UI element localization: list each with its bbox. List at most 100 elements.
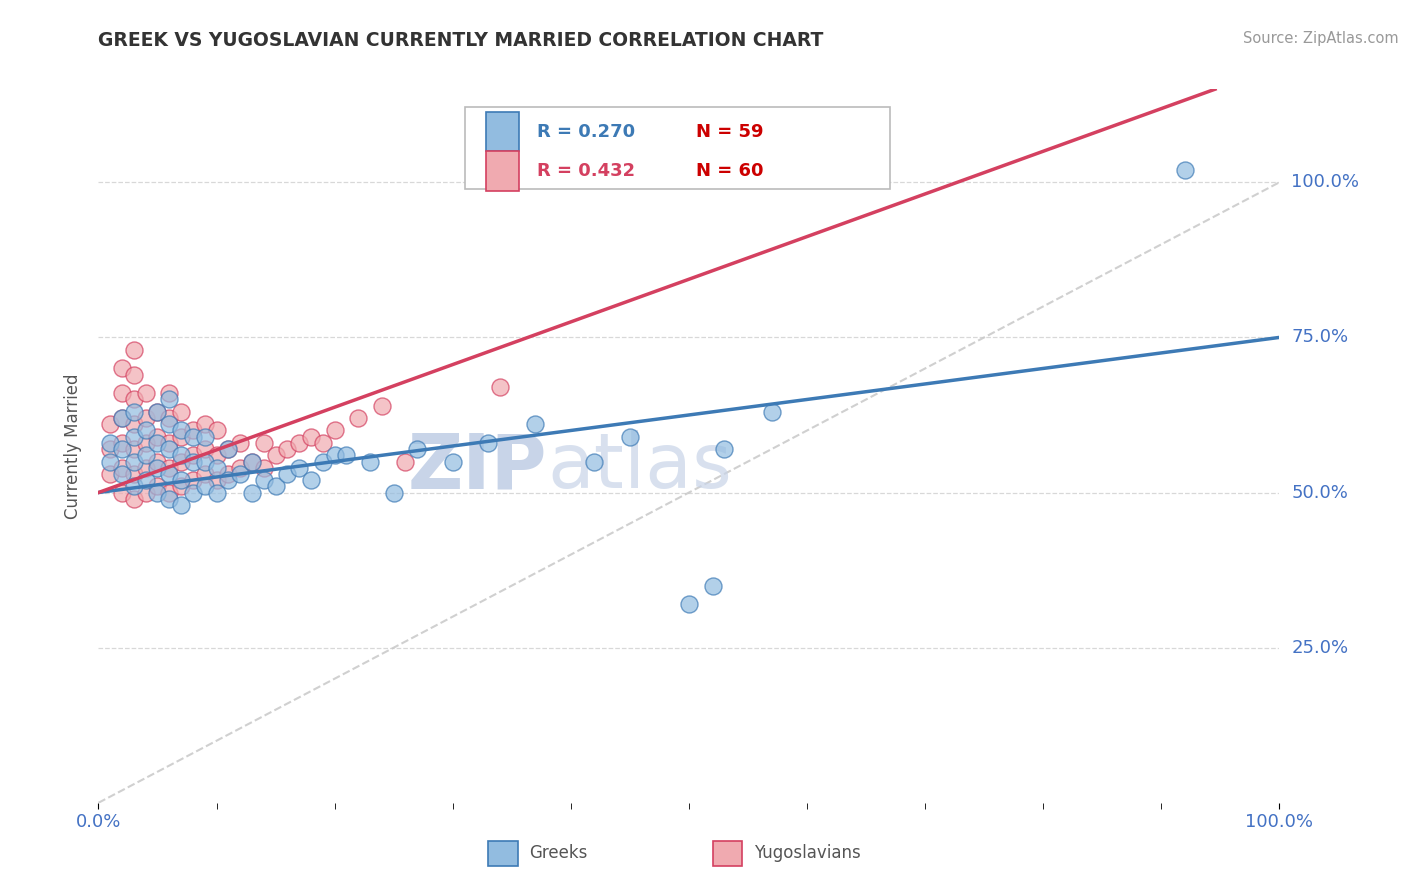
Point (146, 405, 169, 419)
Point (170, 498, 193, 512)
Point (111, 436, 134, 450)
Y-axis label: Currently Married: Currently Married (65, 373, 83, 519)
Point (146, 430, 169, 444)
Point (122, 417, 145, 432)
Point (205, 485, 228, 500)
Bar (488, 840, 517, 865)
Point (382, 485, 405, 500)
Text: N = 60: N = 60 (696, 162, 763, 180)
Bar (486, 112, 519, 152)
Point (146, 405, 169, 419)
Point (371, 399, 394, 413)
Point (170, 473, 193, 487)
Point (98, 417, 121, 432)
Point (240, 454, 263, 468)
Point (194, 454, 217, 468)
Point (111, 467, 134, 481)
Point (312, 454, 335, 468)
Point (170, 448, 193, 462)
Point (205, 448, 228, 462)
Point (157, 467, 180, 481)
Point (264, 448, 287, 462)
Point (170, 479, 193, 493)
Text: N = 59: N = 59 (696, 123, 763, 141)
Point (181, 424, 204, 438)
Point (135, 460, 157, 475)
Point (276, 442, 298, 456)
Point (122, 454, 145, 468)
Bar (713, 840, 742, 865)
Point (170, 430, 193, 444)
Point (217, 467, 239, 481)
Point (157, 491, 180, 506)
Point (264, 479, 287, 493)
Point (170, 454, 193, 468)
Point (441, 454, 464, 468)
Point (194, 417, 217, 432)
Point (713, 442, 735, 456)
Point (583, 454, 606, 468)
Point (181, 473, 204, 487)
Text: Yugoslavians: Yugoslavians (754, 844, 860, 862)
Point (335, 448, 357, 462)
Point (157, 392, 180, 407)
Point (194, 442, 217, 456)
Point (157, 436, 180, 450)
Point (619, 430, 641, 444)
Point (288, 460, 311, 475)
Point (170, 424, 193, 438)
Point (205, 460, 228, 475)
Point (181, 430, 204, 444)
Point (157, 442, 180, 456)
Point (323, 448, 346, 462)
Point (146, 485, 169, 500)
Point (111, 485, 134, 500)
Text: R = 0.270: R = 0.270 (537, 123, 634, 141)
Point (253, 436, 276, 450)
Text: ZIP: ZIP (408, 431, 547, 504)
Point (240, 485, 263, 500)
Point (299, 473, 322, 487)
Text: R = 0.432: R = 0.432 (537, 162, 634, 180)
Point (761, 405, 783, 419)
Bar (486, 152, 519, 191)
Point (323, 424, 346, 438)
Point (146, 454, 169, 468)
Point (157, 386, 180, 401)
Point (229, 467, 252, 481)
Point (146, 479, 169, 493)
Point (135, 473, 157, 487)
Point (181, 454, 204, 468)
Point (111, 460, 134, 475)
Point (98, 454, 121, 468)
Point (122, 343, 145, 357)
Point (181, 485, 204, 500)
Point (157, 411, 180, 425)
Point (98, 467, 121, 481)
Point (229, 460, 252, 475)
Point (477, 436, 499, 450)
Point (702, 579, 724, 593)
Point (678, 597, 700, 611)
Point (359, 454, 381, 468)
Point (111, 386, 134, 401)
Point (288, 436, 311, 450)
Point (157, 485, 180, 500)
Point (135, 436, 157, 450)
Point (217, 442, 239, 456)
Text: 75.0%: 75.0% (1291, 328, 1348, 346)
Point (111, 442, 134, 456)
Point (135, 411, 157, 425)
Point (122, 442, 145, 456)
Point (122, 467, 145, 481)
Point (111, 411, 134, 425)
Point (253, 473, 276, 487)
Point (146, 460, 169, 475)
Point (240, 454, 263, 468)
Point (122, 368, 145, 382)
Point (98, 436, 121, 450)
Point (276, 467, 298, 481)
Text: 100.0%: 100.0% (1291, 173, 1360, 191)
Text: 25.0%: 25.0% (1291, 639, 1348, 657)
Point (347, 411, 370, 425)
